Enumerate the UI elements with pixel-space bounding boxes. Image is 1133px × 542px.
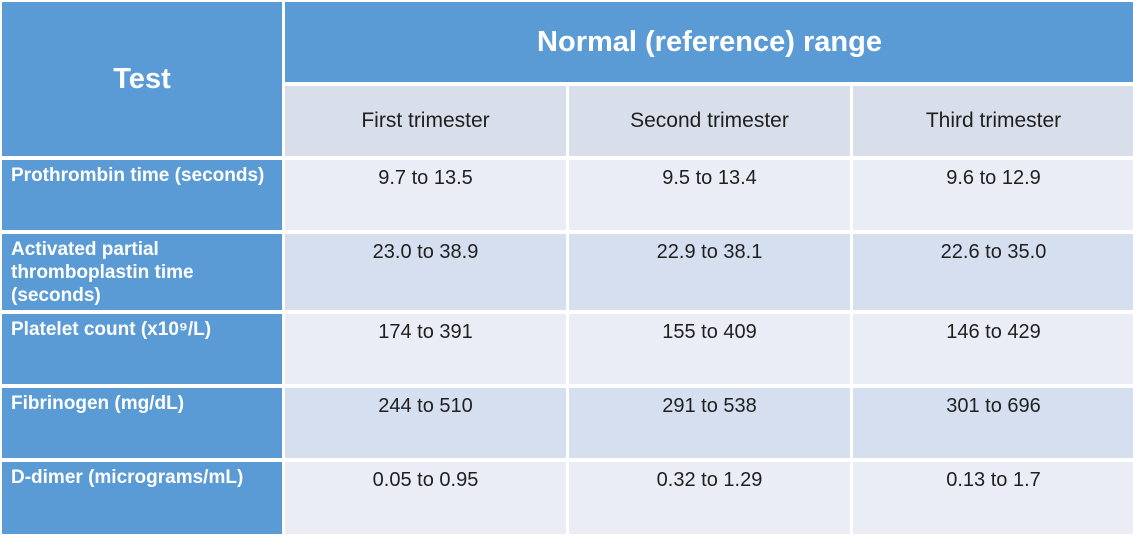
value-label: 146 to 429 [946,321,1041,343]
value-cell-prothrombin-third: 9.6 to 12.9 [853,160,1133,230]
value-label: 155 to 409 [662,321,757,343]
value-label: 9.6 to 12.9 [946,167,1041,189]
third-trimester-header-label: Third trimester [925,109,1062,132]
value-cell-fibrinogen-second: 291 to 538 [569,388,850,458]
value-cell-platelet-first: 174 to 391 [285,314,566,384]
test-name-label: Fibrinogen (mg/dL) [11,393,185,414]
test-name-cell-fibrinogen: Fibrinogen (mg/dL) [2,388,282,458]
first-trimester-header-cell: First trimester [285,86,566,156]
value-cell-d-dimer-second: 0.32 to 1.29 [569,462,850,534]
value-cell-fibrinogen-first: 244 to 510 [285,388,566,458]
value-cell-platelet-second: 155 to 409 [569,314,850,384]
value-cell-aptt-third: 22.6 to 35.0 [853,234,1133,310]
test-column-header-cell: Test [2,2,282,156]
value-cell-platelet-third: 146 to 429 [853,314,1133,384]
normal-range-header-label: Normal (reference) range [537,25,882,58]
test-name-cell-aptt: Activated partial thromboplastin time (s… [2,234,282,310]
value-label: 9.5 to 13.4 [662,167,757,189]
value-cell-d-dimer-third: 0.13 to 1.7 [853,462,1133,534]
value-cell-prothrombin-first: 9.7 to 13.5 [285,160,566,230]
normal-range-header-cell: Normal (reference) range [285,2,1133,82]
second-trimester-header-cell: Second trimester [569,86,850,156]
value-cell-prothrombin-second: 9.5 to 13.4 [569,160,850,230]
test-name-cell-platelet-count: Platelet count (x10⁹/L) [2,314,282,384]
test-name-label: Platelet count (x10⁹/L) [11,319,212,340]
test-name-label: Activated partial thromboplastin time (s… [11,239,194,306]
value-label: 0.13 to 1.7 [946,469,1041,491]
test-name-cell-d-dimer: D-dimer (micrograms/mL) [2,462,282,534]
test-name-label: Prothrombin time (seconds) [11,165,265,186]
second-trimester-header-label: Second trimester [630,109,789,132]
value-cell-aptt-first: 23.0 to 38.9 [285,234,566,310]
value-label: 22.9 to 38.1 [656,241,763,263]
value-label: 291 to 538 [662,395,757,417]
test-name-label: D-dimer (micrograms/mL) [11,467,244,488]
value-label: 244 to 510 [378,395,473,417]
test-name-cell-prothrombin-time: Prothrombin time (seconds) [2,160,282,230]
value-cell-aptt-second: 22.9 to 38.1 [569,234,850,310]
third-trimester-header-cell: Third trimester [853,86,1133,156]
value-label: 0.32 to 1.29 [656,469,763,491]
value-label: 301 to 696 [946,395,1041,417]
value-label: 0.05 to 0.95 [372,469,479,491]
reference-range-table: Test Normal (reference) range First trim… [2,2,1133,534]
value-cell-d-dimer-first: 0.05 to 0.95 [285,462,566,534]
test-column-header-label: Test [113,62,171,95]
value-label: 174 to 391 [378,321,473,343]
value-cell-fibrinogen-third: 301 to 696 [853,388,1133,458]
value-label: 9.7 to 13.5 [378,167,473,189]
value-label: 22.6 to 35.0 [940,241,1047,263]
value-label: 23.0 to 38.9 [372,241,479,263]
first-trimester-header-label: First trimester [361,109,490,132]
